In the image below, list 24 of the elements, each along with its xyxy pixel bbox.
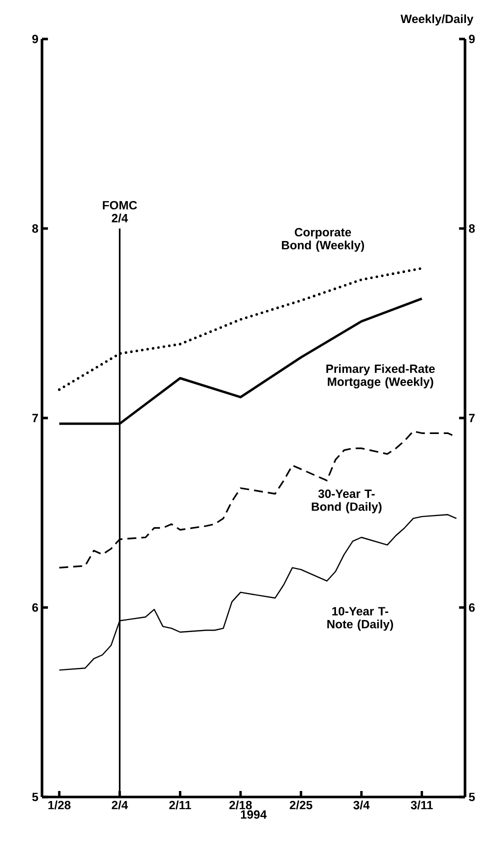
text: 10-Year T-Note (Daily)	[327, 606, 394, 631]
y2-tick-label: 9	[468, 34, 475, 44]
x-tick-label: 3/11	[410, 800, 433, 810]
x-tick-label: 2/18	[229, 800, 252, 810]
x-tick-label: 2/11	[169, 800, 192, 810]
x-tick-label: 1/28	[48, 800, 71, 810]
y2-tick-label: 8	[468, 224, 475, 233]
y-tick-label: 5	[32, 792, 38, 802]
y2-tick-label: 5	[468, 792, 475, 802]
y2-tick-label: 6	[468, 603, 475, 612]
x-tick-label: 2/4	[112, 800, 128, 810]
x-axis-title: 1994	[240, 810, 267, 819]
x-tick-label: 3/4	[353, 800, 370, 810]
ref-line-label: FOMC 2/4	[102, 200, 137, 223]
y-tick-label: 6	[32, 603, 38, 612]
series-label: Primary Fixed-Rate Mortgage (Weekly)	[326, 364, 435, 388]
x-tick-label: 2/25	[290, 800, 312, 810]
y-tick-label: 7	[32, 414, 38, 422]
y2-tick-label: 7	[469, 414, 475, 422]
y-tick-label: 9	[32, 34, 38, 44]
text: Corporate Bond (Weekly)	[282, 228, 364, 252]
y-tick-label: 8	[32, 224, 38, 233]
y2-axis-title: Weekly/Daily	[400, 14, 474, 26]
series-label: 30-Year T-Bond (Daily)	[312, 489, 382, 514]
